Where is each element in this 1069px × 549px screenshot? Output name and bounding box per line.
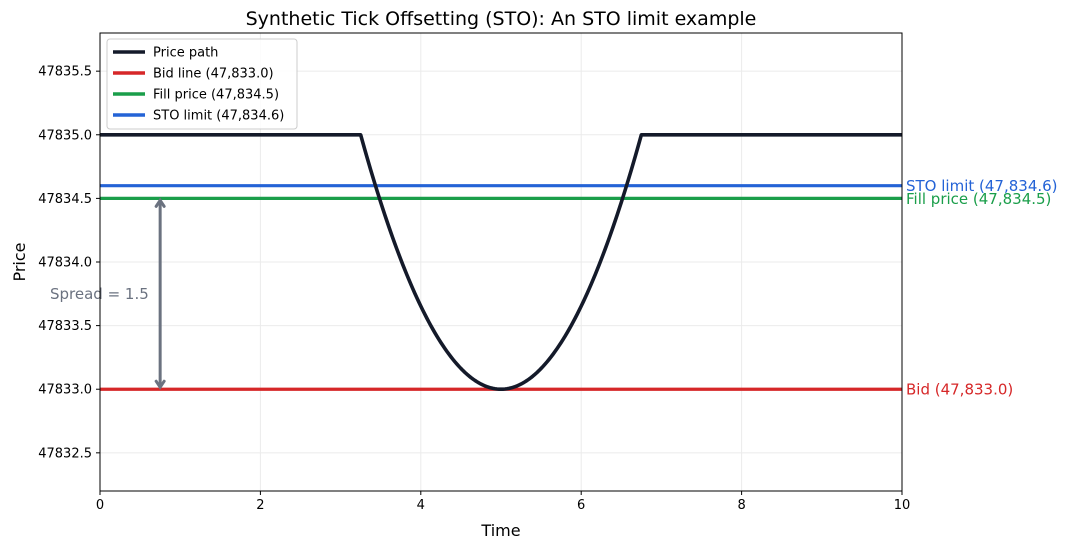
y-tick-label: 47833.0 [38,383,92,398]
x-tick-label: 8 [737,498,745,513]
right-line-labels: Bid (47,833.0) Fill price (47,834.5)STO l… [906,177,1058,399]
legend-label-3: STO limit (47,834.6) [153,109,284,124]
right-label-3: STO limit (47,834.6) [906,177,1058,195]
legend-label-0: Price path [153,46,218,61]
y-tick-label: 47835.5 [38,65,92,80]
y-axis-label: Price [10,242,29,281]
x-tick-label: 10 [894,498,911,513]
x-axis-ticks: 0 2 4 6 8 10 [96,491,910,513]
chart-title: Synthetic Tick Offsetting (STO): An STO … [246,8,757,30]
y-tick-label: 47832.5 [38,446,92,461]
right-label-2: Fill price (47,834.5) [906,190,1051,208]
x-tick-label: 2 [256,498,264,513]
y-axis-ticks: 47832.5 47833.0 47833.5 47834.0 47834.5 47835… [38,65,100,461]
price-path-line [100,132,902,392]
y-tick-label: 47834.5 [38,192,92,207]
legend-label-2: Fill price (47,834.5) [153,88,279,103]
spread-annotation: Spread = 1.5 [50,285,149,303]
spread-arrow-head-bottom [154,379,166,390]
spread-arrow-head-top [154,197,166,208]
y-tick-label: 47834.0 [38,256,92,271]
x-axis-label: Time [480,521,520,540]
x-tick-label: 4 [417,498,425,513]
series-layer [100,132,902,392]
x-tick-label: 0 [96,498,104,513]
right-label-1: Bid (47,833.0) [906,381,1013,399]
y-tick-label: 47833.5 [38,319,92,334]
x-tick-label: 6 [577,498,585,513]
legend-label-1: Bid line (47,833.0) [153,67,274,82]
legend: Price path Bid line (47,833.0) Fill price … [106,38,298,130]
y-tick-label: 47835.0 [38,128,92,143]
legend-box [106,38,298,130]
annotation-layer: Spread = 1.5 [50,197,166,390]
